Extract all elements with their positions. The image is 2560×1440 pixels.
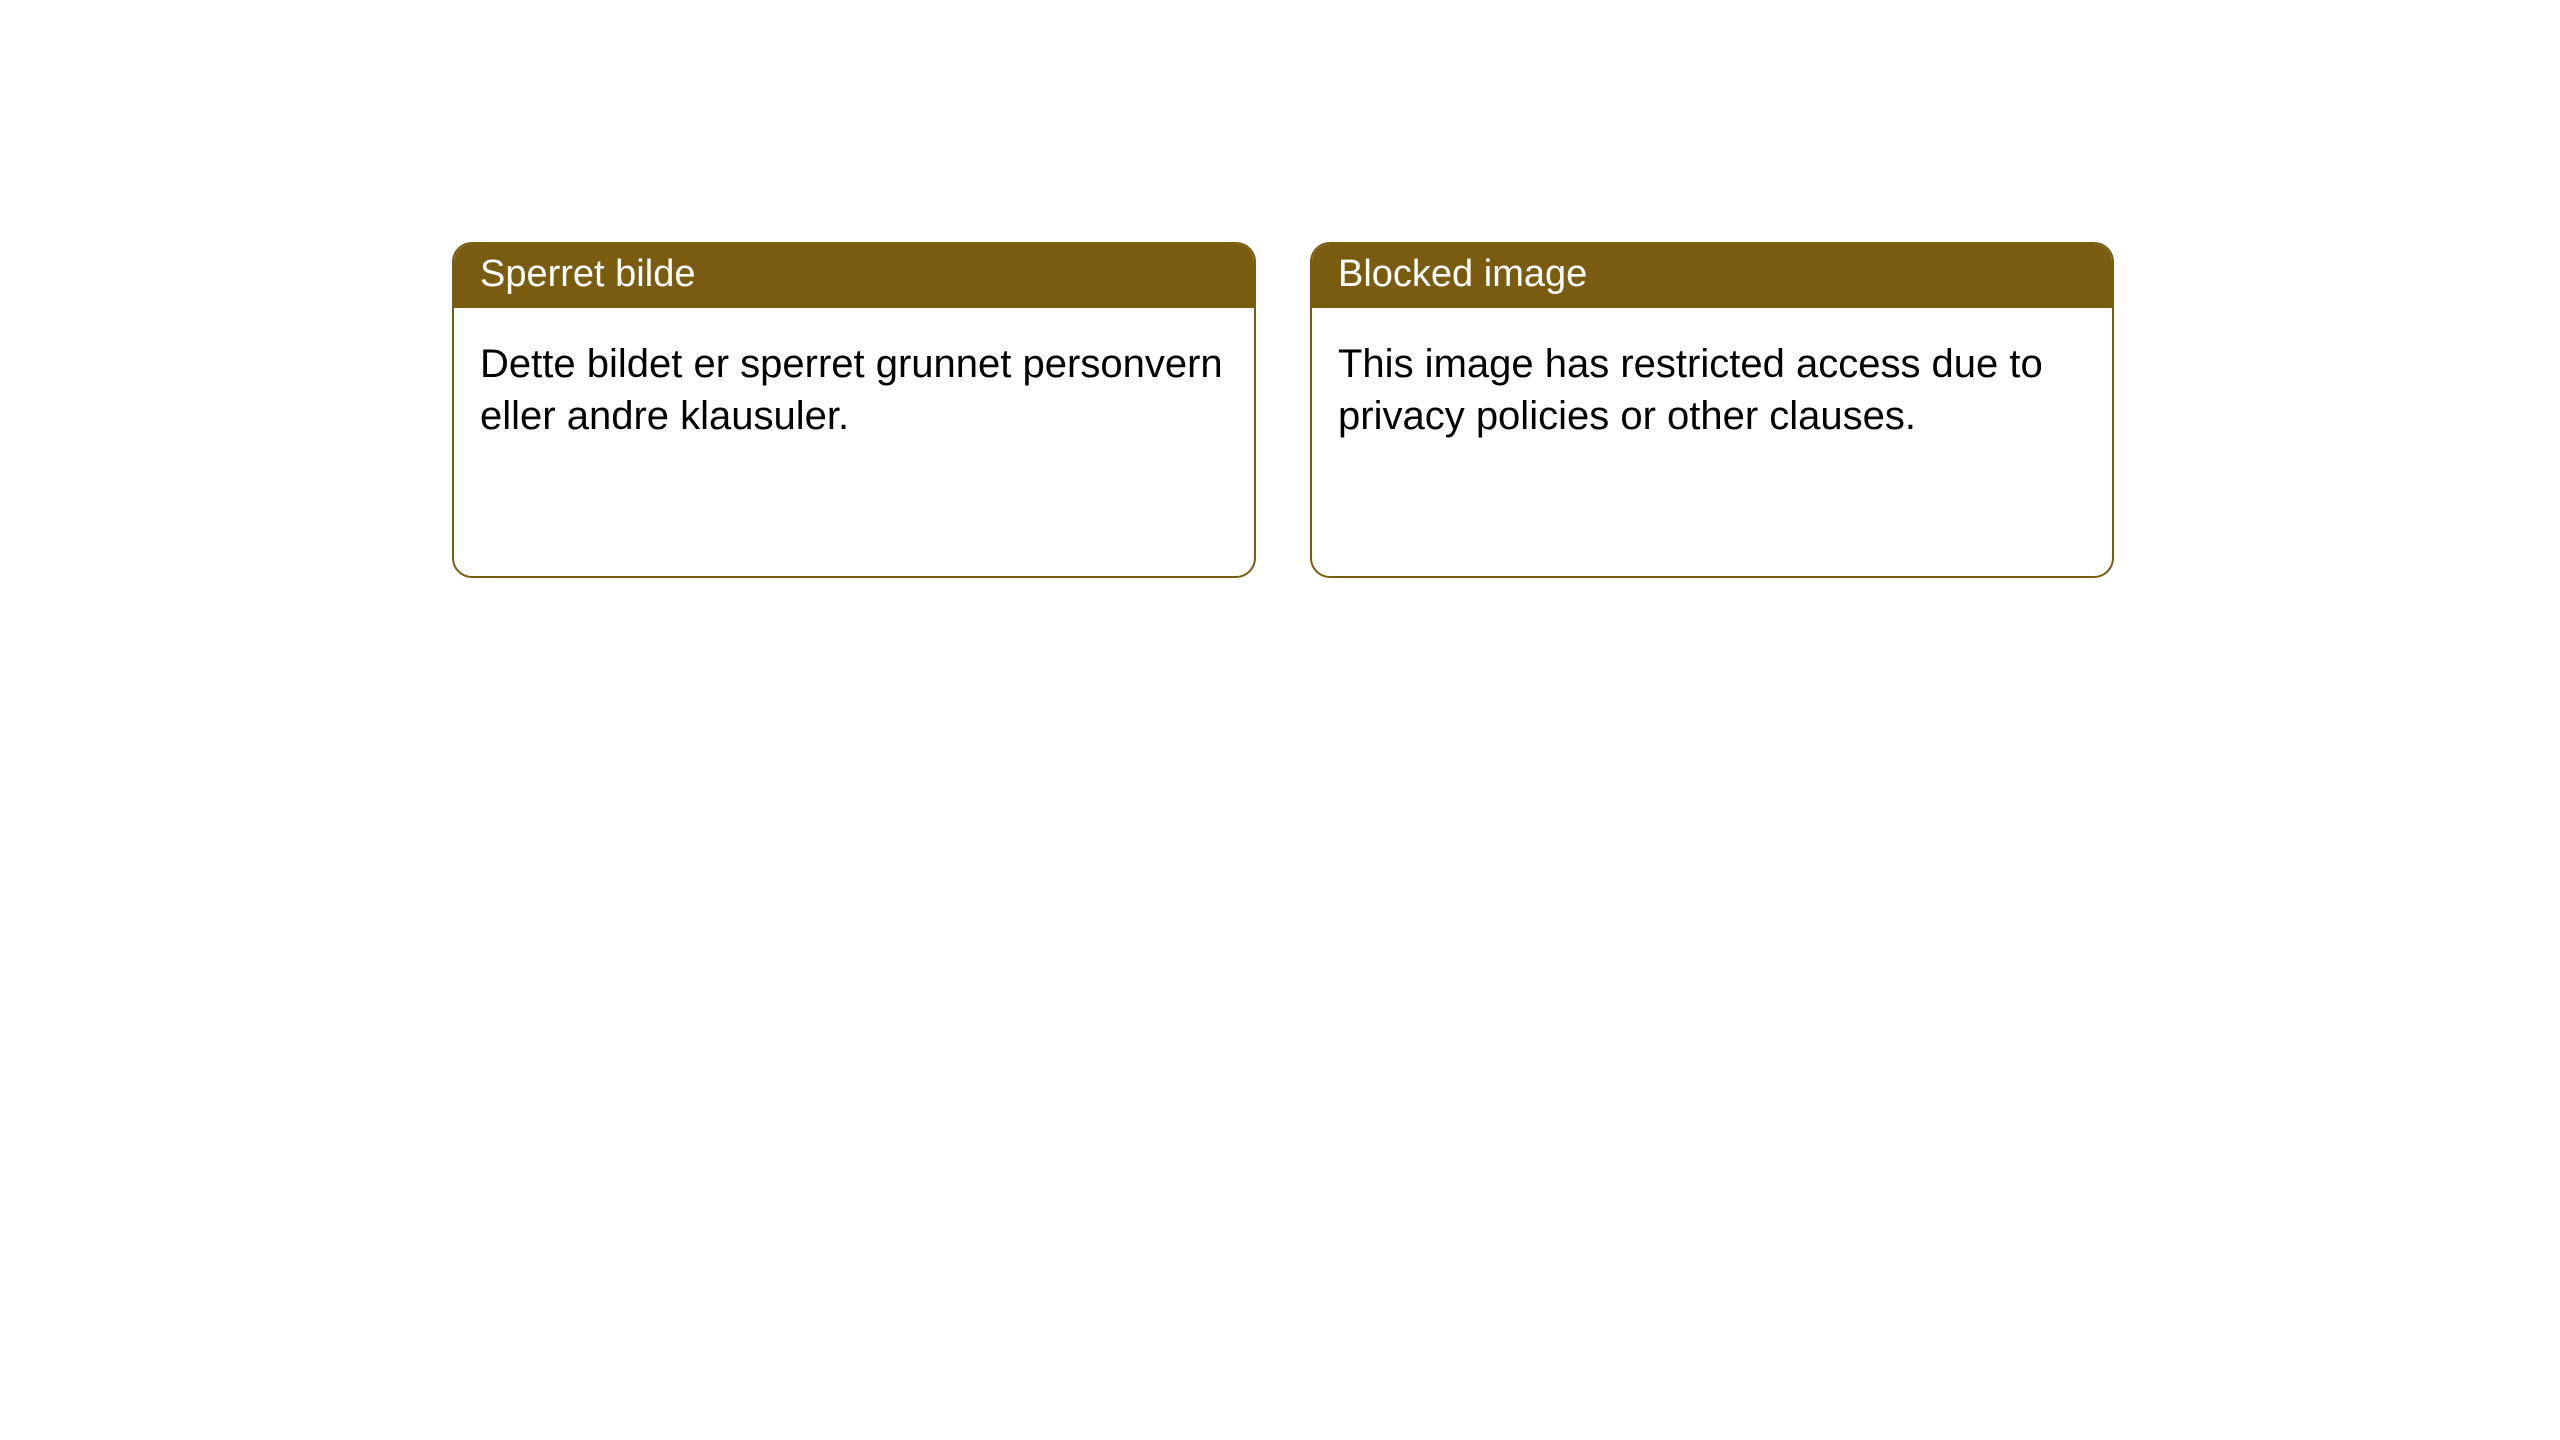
blocked-image-panel-no: Sperret bilde Dette bildet er sperret gr…: [452, 242, 1256, 578]
panel-header-no: Sperret bilde: [454, 244, 1254, 308]
panel-header-en: Blocked image: [1312, 244, 2112, 308]
notice-panels-container: Sperret bilde Dette bildet er sperret gr…: [0, 0, 2560, 578]
blocked-image-panel-en: Blocked image This image has restricted …: [1310, 242, 2114, 578]
panel-body-no: Dette bildet er sperret grunnet personve…: [454, 308, 1254, 472]
panel-body-en: This image has restricted access due to …: [1312, 308, 2112, 472]
